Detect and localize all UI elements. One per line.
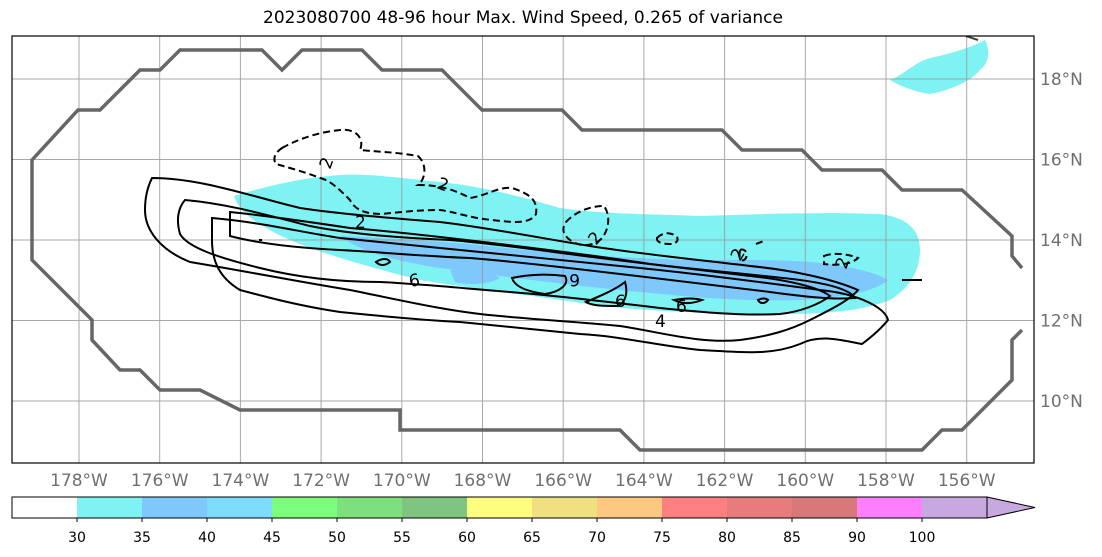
lat-tick-label: 10°N [1040, 392, 1083, 412]
contour-label: 6 [676, 297, 687, 317]
lon-tick-label: 168°W [454, 471, 512, 491]
lat-tick-label: 14°N [1040, 231, 1083, 251]
lon-tick-label: 166°W [534, 471, 592, 491]
contour-label: 6 [615, 292, 626, 312]
contour-label: 4 [655, 312, 666, 332]
lon-tick-label: 158°W [857, 471, 915, 491]
lon-tick-label: 170°W [373, 471, 431, 491]
colorbar-tick-label: 70 [588, 530, 606, 546]
domain-outline-top [965, 36, 979, 41]
graticule [12, 36, 1034, 463]
colorbar-tick-label: 60 [458, 530, 476, 546]
colorbar-swatch [857, 497, 922, 518]
colorbar-swatch [727, 497, 792, 518]
colorbar-tick-label: 85 [783, 530, 801, 546]
colorbar-swatch [467, 497, 532, 518]
lat-tick-label: 16°N [1040, 151, 1083, 171]
lon-tick-label: 156°W [938, 471, 996, 491]
map-border [11, 35, 1035, 464]
colorbar-outline [11, 496, 988, 519]
colorbar-swatch [337, 497, 402, 518]
dashed-contours [273, 128, 860, 266]
colorbar-swatch [597, 497, 662, 518]
lon-tick-label: 162°W [696, 471, 754, 491]
lon-tick-label: 178°W [50, 471, 108, 491]
wind-fill-35-40 [450, 269, 500, 285]
colorbar-tick-label: 80 [718, 530, 736, 546]
lat-tick-label: 12°N [1040, 312, 1083, 332]
lat-tick-label: 18°N [1040, 70, 1083, 90]
colorbar-swatch [12, 497, 77, 518]
colorbar-swatch [77, 497, 142, 518]
colorbar-swatch [142, 497, 207, 518]
lon-tick-label: 174°W [212, 471, 270, 491]
wind-fill-30-35 [890, 40, 989, 94]
colorbar-tick-label: 75 [653, 530, 671, 546]
colorbar-swatch [792, 497, 857, 518]
colorbar-tick-label: 90 [848, 530, 866, 546]
colorbar-tick-label: 55 [393, 530, 411, 546]
colorbar: 30 35 40 45 50 55 60 65 70 75 80 85 90 100 [11, 496, 1036, 546]
colorbar-swatch [662, 497, 727, 518]
colorbar-tick-label: 35 [133, 530, 151, 546]
solid-contours [143, 176, 922, 354]
colorbar-tick-label: 40 [198, 530, 216, 546]
longitude-ticks: 178°W 176°W 174°W 172°W 170°W 168°W 166°… [50, 471, 996, 491]
colorbar-swatch [402, 497, 467, 518]
latitude-ticks: 18°N 16°N 14°N 12°N 10°N [1040, 70, 1083, 412]
colorbar-swatch [207, 497, 272, 518]
chart-title: 2023080700 48-96 hour Max. Wind Speed, 0… [263, 8, 783, 28]
colorbar-swatch [532, 497, 597, 518]
lon-tick-label: 172°W [292, 471, 350, 491]
contour-label: 6 [407, 270, 421, 292]
lon-tick-label: 164°W [615, 471, 673, 491]
domain-outline [30, 48, 1024, 452]
colorbar-swatch [922, 497, 987, 518]
contour-label: 2 [355, 213, 366, 233]
colorbar-swatch [272, 497, 337, 518]
lon-tick-label: 176°W [131, 471, 189, 491]
colorbar-tick-label: 65 [523, 530, 541, 546]
colorbar-tick-label: 30 [68, 530, 86, 546]
contour-label: 6 [569, 269, 580, 289]
lon-tick-label: 160°W [776, 471, 834, 491]
colorbar-extension [986, 496, 1036, 519]
colorbar-tick-label: 50 [328, 530, 346, 546]
colorbar-tick-label: 100 [909, 530, 936, 546]
colorbar-tick-label: 45 [263, 530, 281, 546]
